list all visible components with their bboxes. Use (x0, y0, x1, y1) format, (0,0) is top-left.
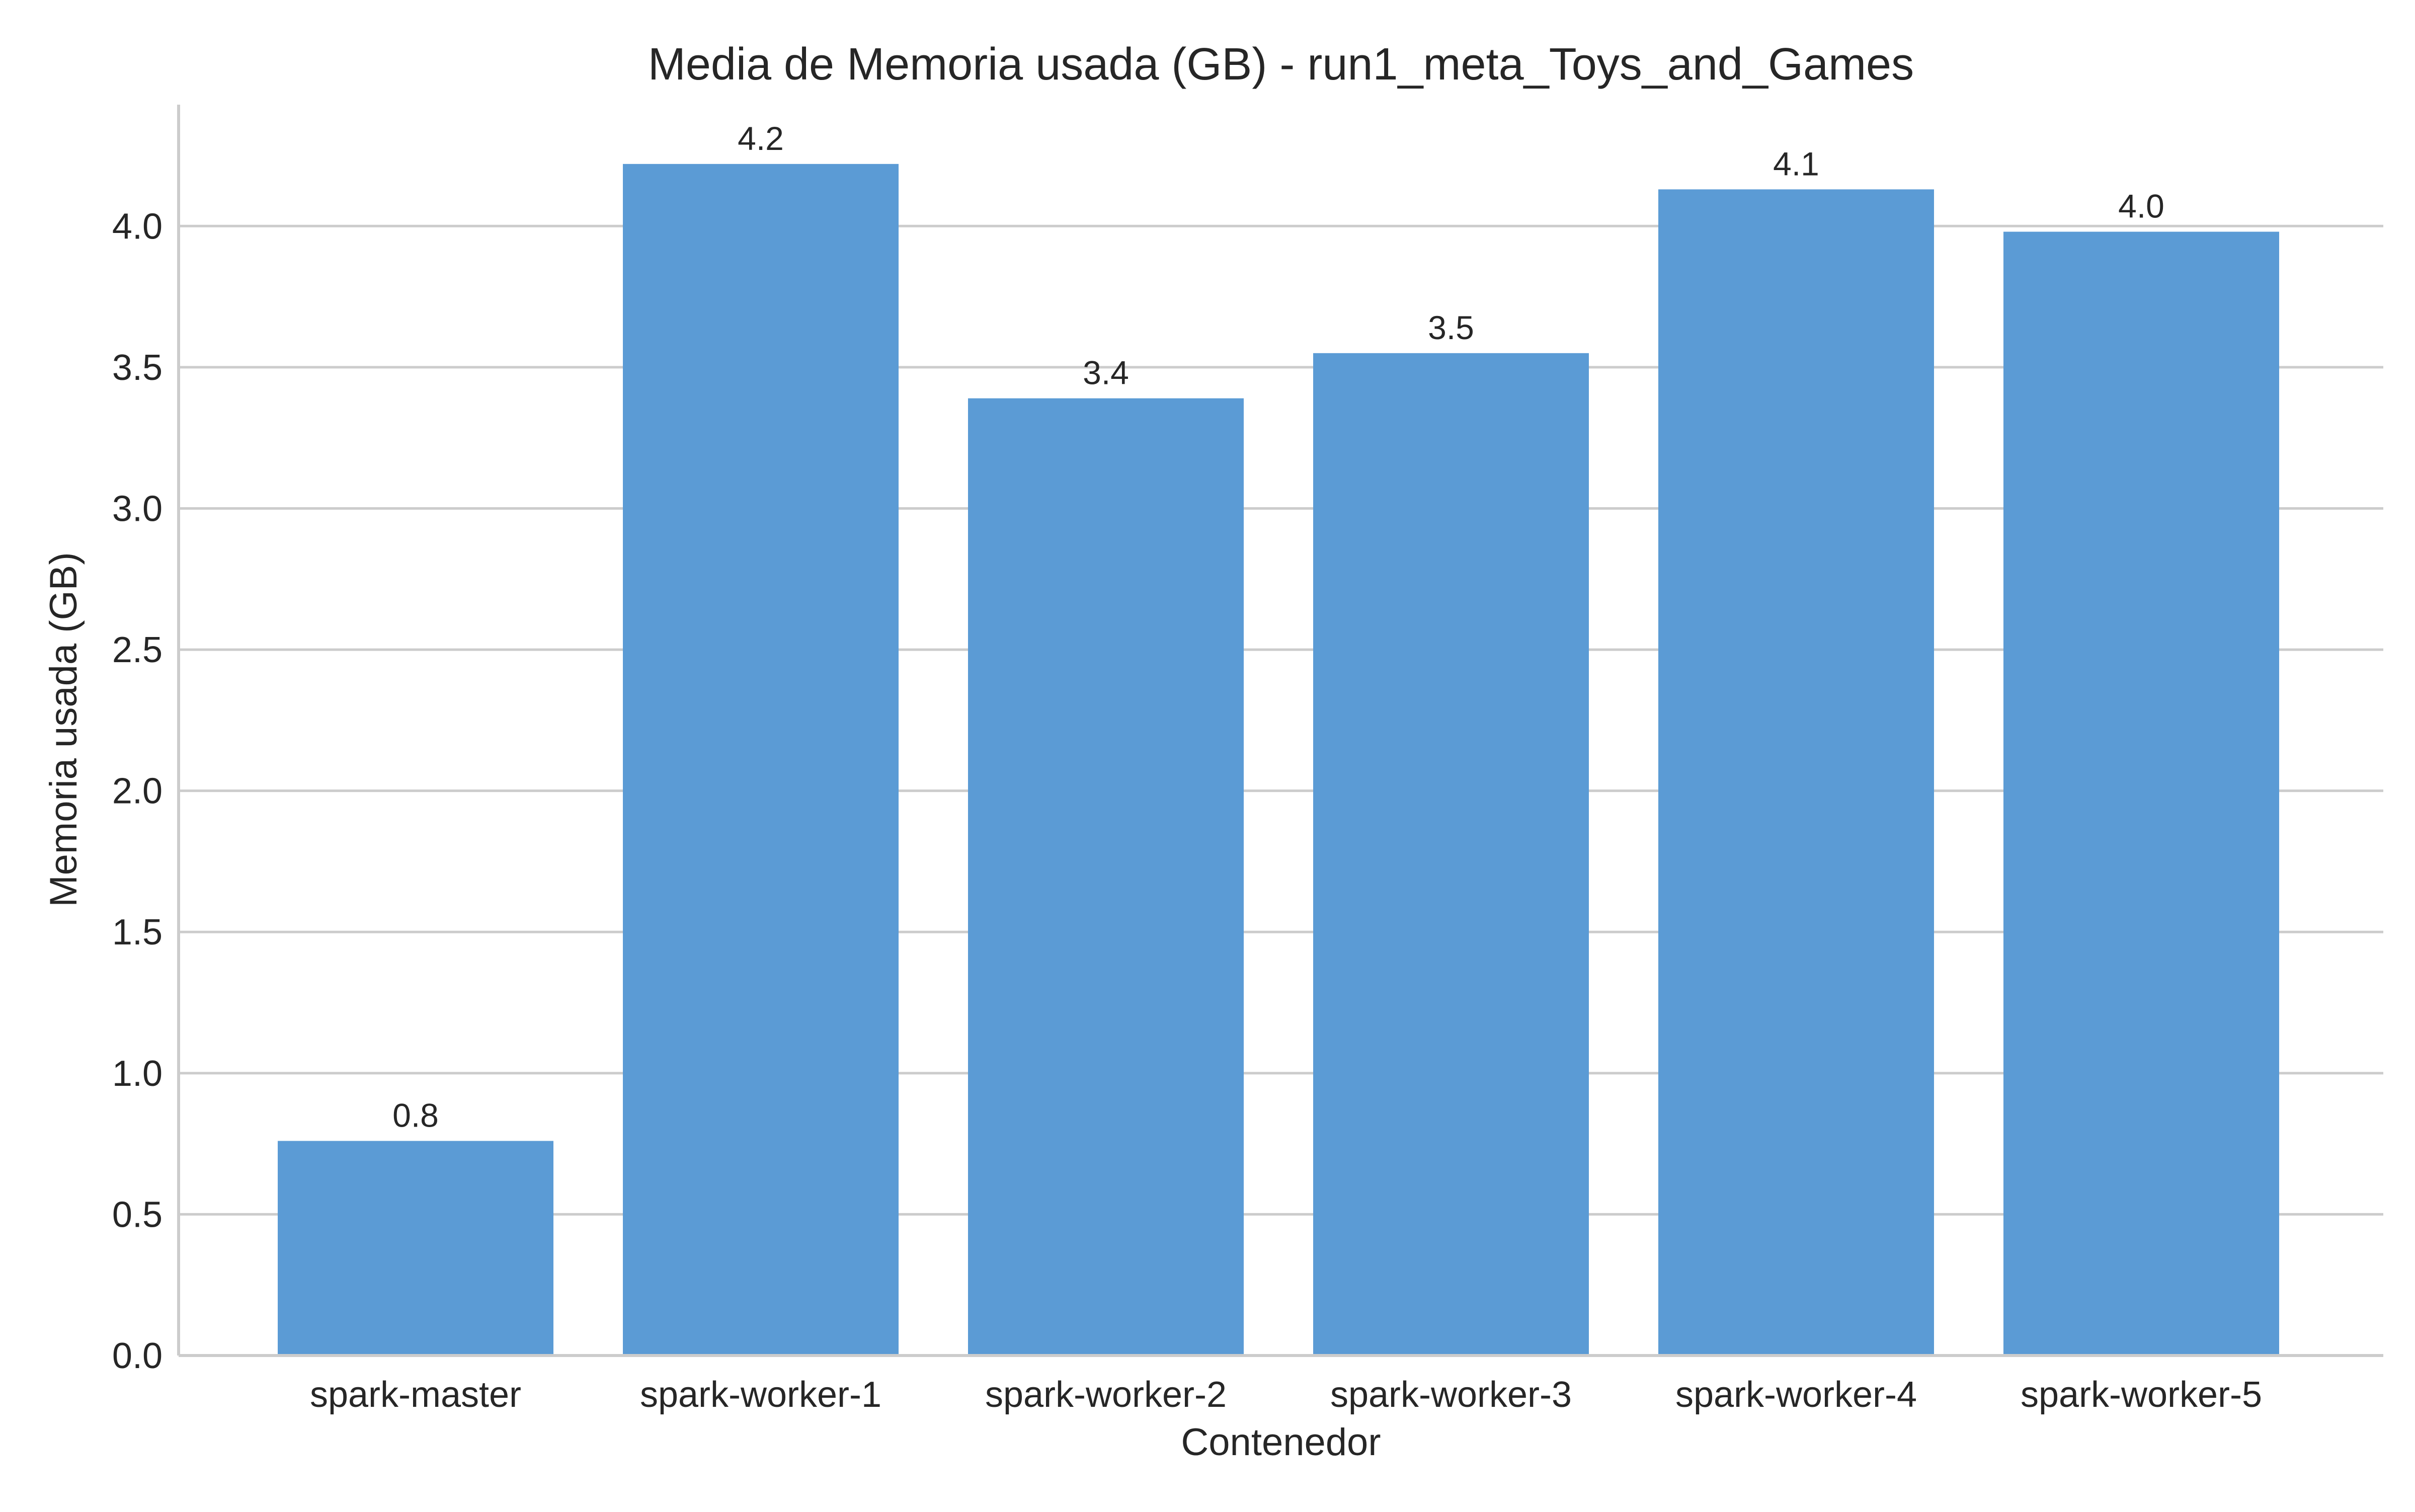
x-tick-label: spark-worker-1 (640, 1375, 881, 1415)
x-tick-label: spark-worker-5 (2021, 1375, 2262, 1415)
data-label: 4.0 (2118, 188, 2164, 225)
bar (278, 1141, 553, 1356)
y-tick-labels: 0.0 0.5 1.0 1.5 2.0 2.5 3.0 3.5 4.0 (112, 206, 163, 1376)
y-axis-label: Memoria usada (GB) (42, 552, 85, 907)
data-labels: 0.8 4.2 3.4 3.5 4.1 4.0 (392, 120, 2164, 1134)
data-label: 4.1 (1773, 145, 1819, 182)
y-tick-label: 0.0 (112, 1336, 163, 1376)
bar (1313, 353, 1589, 1356)
y-tick-label: 2.5 (112, 630, 163, 670)
data-label: 3.4 (1083, 354, 1129, 391)
x-axis-label: Contenedor (1181, 1421, 1381, 1464)
x-tick-label: spark-worker-4 (1675, 1375, 1917, 1415)
y-tick-label: 2.0 (112, 771, 163, 812)
y-tick-label: 0.5 (112, 1195, 163, 1235)
chart-title: Media de Memoria usada (GB) - run1_meta_… (648, 39, 1914, 90)
bar (2003, 231, 2279, 1356)
bar (623, 164, 899, 1356)
x-tick-label: spark-master (310, 1375, 521, 1415)
y-tick-label: 1.5 (112, 912, 163, 952)
x-tick-label: spark-worker-3 (1330, 1375, 1572, 1415)
bar (1658, 189, 1934, 1356)
grid-lines (179, 224, 2383, 1216)
y-tick-label: 3.0 (112, 489, 163, 529)
x-tick-label: spark-worker-2 (985, 1375, 1227, 1415)
y-tick-label: 4.0 (112, 206, 163, 247)
x-tick-labels: spark-master spark-worker-1 spark-worker-2… (310, 1375, 2262, 1415)
data-label: 3.5 (1428, 309, 1474, 346)
axes-spines (177, 105, 2383, 1357)
bars (278, 164, 2279, 1356)
data-label: 4.2 (738, 120, 784, 157)
data-label: 0.8 (392, 1097, 439, 1134)
bar (968, 398, 1244, 1356)
y-tick-label: 1.0 (112, 1054, 163, 1094)
y-tick-label: 3.5 (112, 348, 163, 388)
